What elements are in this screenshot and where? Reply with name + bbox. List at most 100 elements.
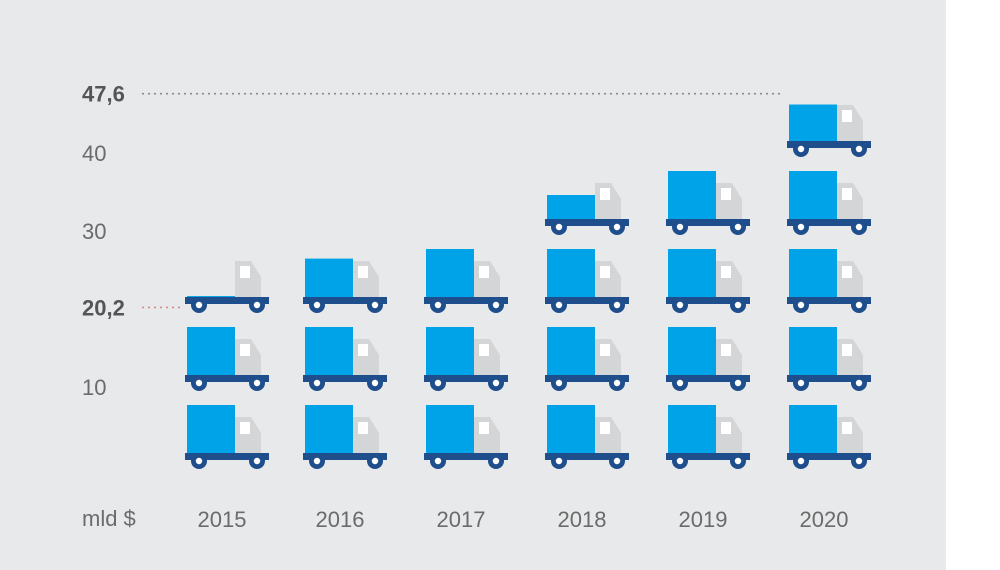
truck-chassis — [424, 375, 508, 382]
truck-hubcap — [434, 301, 442, 309]
truck-icon — [787, 249, 871, 313]
truck-window — [721, 344, 731, 356]
truck-icon — [787, 104, 871, 157]
x-tick-label: 2020 — [800, 507, 849, 532]
truck-cargo — [547, 405, 595, 453]
truck-icon — [185, 261, 269, 313]
chart-panel: 10 20,2 30 40 47,6 2015 2016 2017 2018 2019 2020 … — [0, 0, 946, 570]
truck-window — [358, 266, 368, 278]
truck-chassis — [303, 453, 387, 460]
truck-hubcap — [676, 457, 684, 465]
truck-cargo — [305, 327, 353, 375]
truck-hubcap — [676, 301, 684, 309]
truck-hubcap — [253, 457, 261, 465]
truck-hubcap — [797, 457, 805, 465]
truck-window — [479, 422, 489, 434]
truck-hubcap — [613, 379, 621, 387]
truck-hubcap — [676, 223, 684, 231]
truck-cargo — [187, 296, 235, 297]
truck-cargo — [187, 327, 235, 375]
truck-chassis — [666, 375, 750, 382]
truck-window — [479, 344, 489, 356]
truck-hubcap — [371, 457, 379, 465]
truck-hubcap — [195, 457, 203, 465]
truck-hubcap — [797, 145, 805, 153]
truck-icon — [666, 249, 750, 313]
truck-icon — [303, 327, 387, 391]
y-tick-label: 20,2 — [82, 295, 125, 320]
truck-cargo — [789, 327, 837, 375]
truck-icon — [545, 405, 629, 469]
truck-hubcap — [734, 379, 742, 387]
truck-chassis — [424, 453, 508, 460]
truck-window — [240, 422, 250, 434]
truck-chassis — [424, 297, 508, 304]
truck-icons — [185, 104, 871, 469]
truck-chassis — [303, 375, 387, 382]
truck-icon — [787, 171, 871, 235]
truck-cargo — [547, 195, 595, 219]
truck-hubcap — [797, 379, 805, 387]
truck-hubcap — [195, 301, 203, 309]
truck-chassis — [787, 297, 871, 304]
truck-hubcap — [797, 301, 805, 309]
x-tick-label: 2019 — [679, 507, 728, 532]
x-axis-ticks: 2015 2016 2017 2018 2019 2020 — [198, 507, 849, 532]
truck-cargo — [426, 405, 474, 453]
truck-icon — [787, 405, 871, 469]
truck-hubcap — [492, 301, 500, 309]
truck-window — [842, 110, 852, 122]
truck-chassis — [545, 453, 629, 460]
truck-window — [600, 266, 610, 278]
truck-icon — [787, 327, 871, 391]
truck-hubcap — [613, 301, 621, 309]
truck-icon — [185, 327, 269, 391]
truck-window — [240, 344, 250, 356]
truck-hubcap — [676, 379, 684, 387]
truck-cargo — [789, 104, 837, 141]
y-unit-label: mld $ — [82, 506, 136, 531]
truck-window — [842, 188, 852, 200]
truck-icon — [666, 327, 750, 391]
truck-icon — [545, 183, 629, 235]
truck-hubcap — [434, 457, 442, 465]
truck-hubcap — [855, 379, 863, 387]
truck-hubcap — [855, 223, 863, 231]
truck-window — [721, 266, 731, 278]
truck-cargo — [789, 249, 837, 297]
truck-window — [358, 422, 368, 434]
truck-icon — [424, 249, 508, 313]
truck-chassis — [545, 297, 629, 304]
truck-chassis — [666, 297, 750, 304]
truck-hubcap — [613, 457, 621, 465]
truck-cargo — [547, 249, 595, 297]
x-tick-label: 2017 — [437, 507, 486, 532]
truck-hubcap — [555, 223, 563, 231]
truck-icon — [424, 405, 508, 469]
truck-hubcap — [855, 145, 863, 153]
truck-hubcap — [855, 457, 863, 465]
truck-icon — [666, 405, 750, 469]
truck-icon — [545, 327, 629, 391]
truck-cargo — [426, 327, 474, 375]
truck-chassis — [787, 141, 871, 148]
truck-cargo — [789, 171, 837, 219]
truck-window — [358, 344, 368, 356]
x-tick-label: 2018 — [558, 507, 607, 532]
truck-cargo — [305, 258, 353, 297]
truck-hubcap — [555, 457, 563, 465]
truck-hubcap — [734, 223, 742, 231]
truck-window — [842, 266, 852, 278]
truck-window — [721, 422, 731, 434]
truck-hubcap — [492, 379, 500, 387]
truck-hubcap — [734, 457, 742, 465]
truck-icon — [303, 258, 387, 313]
truck-chassis — [185, 453, 269, 460]
truck-chassis — [787, 375, 871, 382]
truck-chassis — [666, 453, 750, 460]
truck-cargo — [789, 405, 837, 453]
y-tick-label: 47,6 — [82, 82, 125, 107]
truck-cargo — [668, 171, 716, 219]
truck-icon — [424, 327, 508, 391]
truck-chassis — [545, 375, 629, 382]
